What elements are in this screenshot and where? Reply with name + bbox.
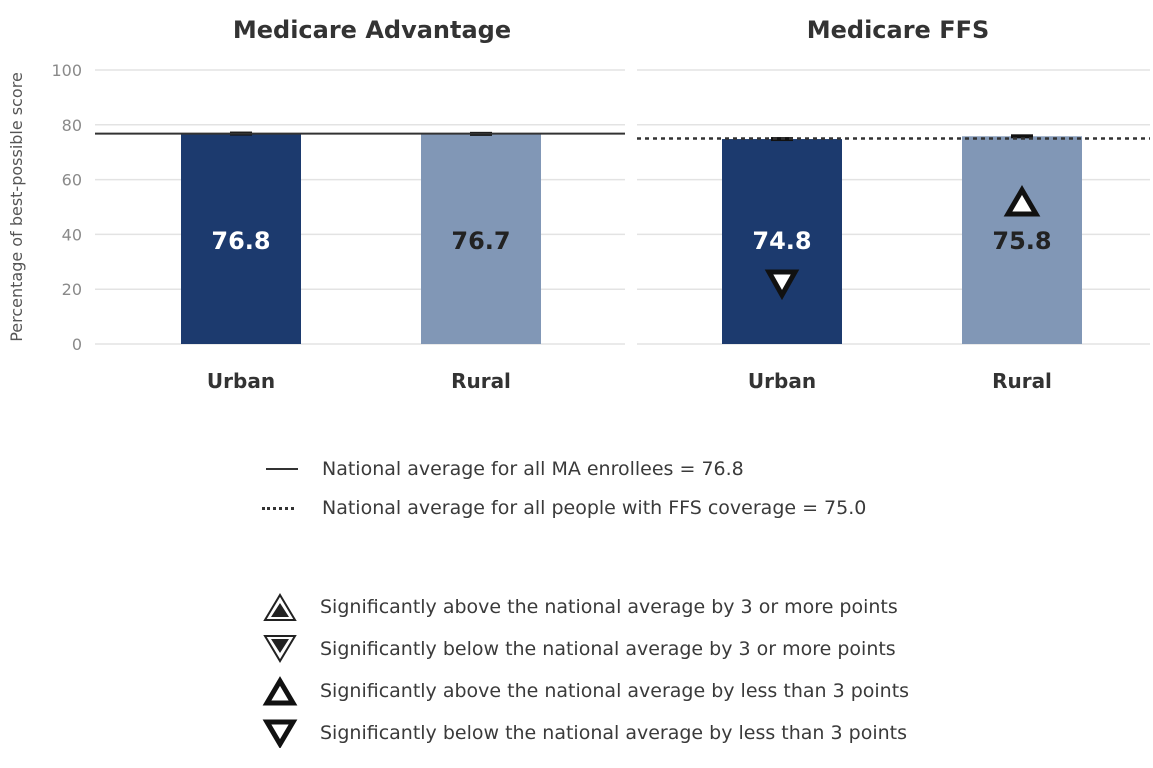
chart-area: Percentage of best-possible score 0 20 40 60…	[7, 16, 1150, 393]
legend-solid-line: National average for all MA enrollees = …	[262, 458, 1142, 480]
triangle-down-outline-icon	[764, 269, 800, 301]
legend-dotted-text: National average for all people with FFS…	[322, 497, 867, 519]
legend-symbol-text: Significantly above the national average…	[320, 596, 898, 618]
bar-value-label: 75.8	[992, 227, 1051, 255]
panel-title: Medicare Advantage	[233, 16, 511, 44]
bar-value-label: 74.8	[752, 227, 811, 255]
y-tick-label: 0	[72, 335, 82, 354]
bar-urban	[722, 139, 842, 344]
legend-symbol-text: Significantly below the national average…	[320, 722, 907, 744]
legend-symbol-above-lt3: Significantly above the national average…	[262, 676, 909, 706]
y-tick-label: 20	[62, 280, 82, 299]
error-bar	[1011, 134, 1033, 139]
triangle-down-double-outline-icon	[263, 635, 297, 663]
legend-solid-text: National average for all MA enrollees = …	[322, 458, 744, 480]
legend: National average for all MA enrollees = …	[262, 458, 1142, 536]
category-label: Rural	[451, 369, 511, 393]
category-label: Rural	[992, 369, 1052, 393]
triangle-up-outline-icon	[1003, 185, 1041, 217]
triangle-up-double-outline-icon	[263, 593, 297, 621]
bar-urban	[181, 133, 301, 344]
category-label: Urban	[207, 369, 275, 393]
bar-value-label: 76.8	[211, 227, 270, 255]
legend-symbol-text: Significantly below the national average…	[320, 638, 896, 660]
bar-value-label: 76.7	[451, 227, 510, 255]
legend-symbol-below-lt3: Significantly below the national average…	[262, 718, 907, 748]
triangle-down-outline-icon	[262, 719, 298, 748]
panel-title: Medicare FFS	[807, 16, 990, 44]
category-label: Urban	[748, 369, 816, 393]
dotted-line-swatch	[262, 497, 302, 519]
y-tick-label: 100	[51, 61, 82, 80]
y-tick-label: 80	[62, 116, 82, 135]
legend-dotted-line: National average for all people with FFS…	[262, 497, 1142, 519]
legend-symbol-below-3plus: Significantly below the national average…	[262, 634, 896, 664]
legend-symbol-text: Significantly above the national average…	[320, 680, 910, 702]
bar-rural	[962, 136, 1082, 344]
y-tick-label: 60	[62, 171, 82, 190]
legend-symbol-above-3plus: Significantly above the national average…	[262, 592, 898, 622]
bar-rural	[421, 133, 541, 344]
solid-line-swatch	[262, 458, 302, 480]
y-axis-label: Percentage of best-possible score	[7, 72, 26, 342]
triangle-up-outline-icon	[262, 676, 298, 706]
y-tick-label: 40	[62, 225, 82, 244]
